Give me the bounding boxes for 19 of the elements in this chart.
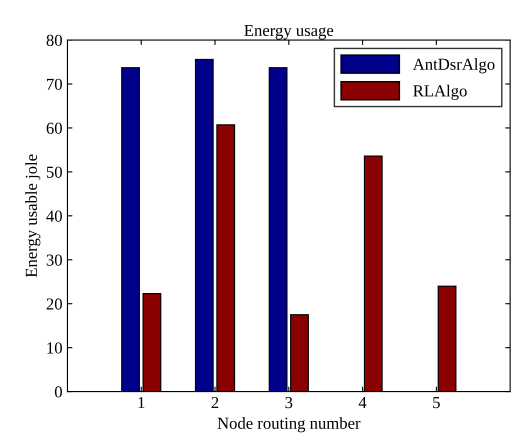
x-tick-label: 5 (433, 397, 440, 408)
y-tick-label: 20 (46, 298, 62, 310)
y-tick-label: 0 (54, 386, 62, 398)
y-axis-title: Energy usable jole (25, 154, 40, 278)
chart-title: Energy usage (244, 24, 334, 40)
y-tick-label: 80 (46, 34, 62, 46)
legend-label: RLAlgo (413, 84, 467, 100)
y-tick-label: 10 (47, 342, 62, 354)
y-tick-label: 60 (46, 122, 62, 134)
legend-label: AntDsrAlgo (412, 58, 494, 74)
x-tick-label: 1 (138, 397, 144, 408)
y-tick-label: 50 (46, 166, 62, 178)
x-axis-title: Node routing number (218, 417, 360, 432)
y-tick-label: 70 (47, 78, 62, 90)
x-tick-label: 3 (285, 396, 292, 408)
y-tick-label: 40 (46, 210, 62, 222)
x-tick-label: 4 (358, 397, 366, 408)
x-tick-label: 2 (212, 396, 218, 408)
y-tick-label: 30 (46, 254, 62, 266)
